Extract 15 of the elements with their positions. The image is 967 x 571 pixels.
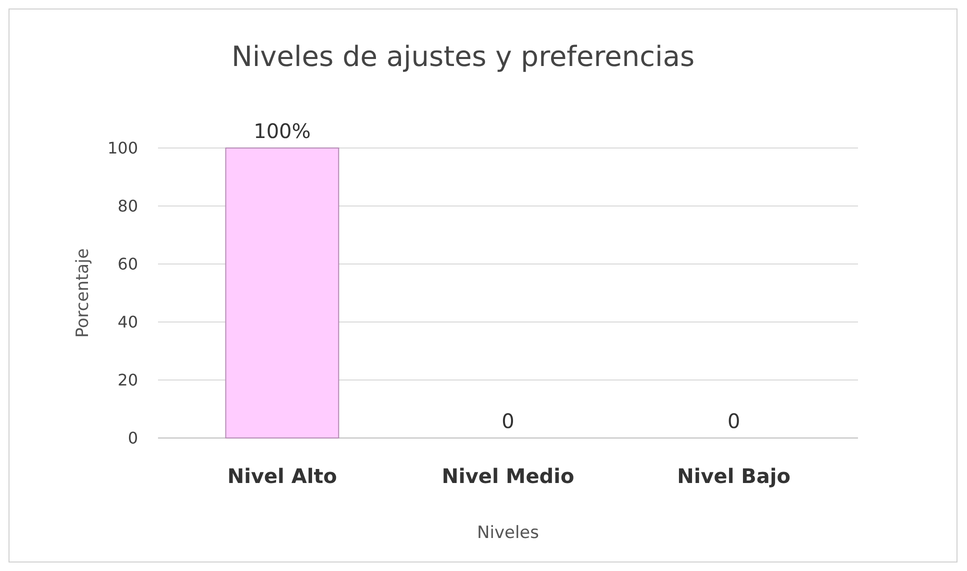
- y-tick-label: 20: [118, 370, 138, 390]
- data-label: 100%: [254, 119, 311, 143]
- chart-title: Niveles de ajustes y preferencias: [231, 40, 695, 73]
- x-axis-title: Niveles: [477, 523, 540, 543]
- y-tick-label: 60: [118, 254, 138, 274]
- y-tick-label: 80: [118, 196, 138, 216]
- x-tick-label: Nivel Bajo: [677, 464, 790, 488]
- data-label: 0: [727, 409, 740, 433]
- y-axis-title: Porcentaje: [73, 248, 93, 338]
- y-tick-label: 40: [118, 312, 138, 332]
- x-tick-label: Nivel Medio: [442, 464, 574, 488]
- y-tick-label: 0: [128, 428, 138, 448]
- x-tick-label: Nivel Alto: [227, 464, 338, 488]
- data-label: 0: [502, 409, 514, 433]
- y-tick-label: 100: [107, 138, 138, 158]
